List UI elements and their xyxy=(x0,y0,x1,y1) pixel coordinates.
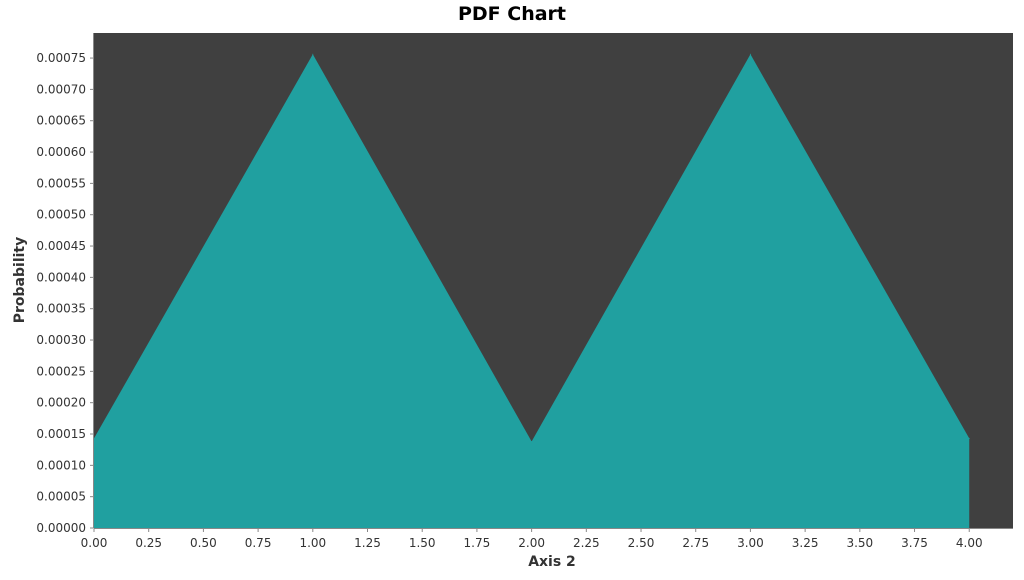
y-tick-label: 0.00070 xyxy=(36,82,86,96)
y-axis: 0.00000 0.00005 0.00010 0.00015 0.00020 0.000… xyxy=(36,33,94,535)
y-tick-label: 0.00045 xyxy=(36,239,86,253)
x-tick-label: 2.00 xyxy=(518,536,545,550)
y-tick-label: 0.00000 xyxy=(36,521,86,535)
y-tick-label: 0.00065 xyxy=(36,114,86,128)
x-tick-label: 2.25 xyxy=(573,536,600,550)
x-tick-label: 2.75 xyxy=(682,536,709,550)
y-tick-label: 0.00030 xyxy=(36,333,86,347)
y-tick-label: 0.00015 xyxy=(36,427,86,441)
y-tick-label: 0.00075 xyxy=(36,51,86,65)
data-point xyxy=(312,53,314,55)
y-axis-title: Probability xyxy=(12,237,28,324)
x-tick-label: 0.00 xyxy=(81,536,108,550)
x-tick-label: 3.00 xyxy=(737,536,764,550)
y-tick-label: 0.00040 xyxy=(36,270,86,284)
area-series-0 xyxy=(94,54,970,528)
data-point xyxy=(968,437,970,439)
y-tick-label: 0.00035 xyxy=(36,302,86,316)
x-tick-label: 1.50 xyxy=(409,536,436,550)
y-tick-label: 0.00005 xyxy=(36,490,86,504)
x-tick-label: 3.25 xyxy=(792,536,819,550)
data-point xyxy=(531,441,533,443)
x-tick-label: 0.50 xyxy=(190,536,217,550)
y-tick-label: 0.00055 xyxy=(36,176,86,190)
y-tick-label: 0.00020 xyxy=(36,396,86,410)
chart-title: PDF Chart xyxy=(458,3,566,25)
y-tick-label: 0.00060 xyxy=(36,145,86,159)
x-tick-label: 4.00 xyxy=(956,536,983,550)
x-tick-label: 1.00 xyxy=(299,536,326,550)
x-axis-title: Axis 2 xyxy=(528,554,576,570)
y-tick-label: 0.00010 xyxy=(36,458,86,472)
y-tick-label: 0.00025 xyxy=(36,364,86,378)
x-tick-label: 3.75 xyxy=(901,536,928,550)
x-tick-label: 2.50 xyxy=(628,536,655,550)
x-tick-label: 0.25 xyxy=(135,536,162,550)
y-tick-label: 0.00050 xyxy=(36,208,86,222)
x-tick-label: 1.75 xyxy=(464,536,491,550)
x-tick-label: 1.25 xyxy=(354,536,381,550)
x-tick-label: 0.75 xyxy=(245,536,272,550)
x-tick-label: 3.50 xyxy=(846,536,873,550)
x-axis: 0.00 0.25 0.50 0.75 1.00 1.25 1.50 1.75 2.00 2.25… xyxy=(81,528,1013,550)
data-point xyxy=(749,53,751,55)
